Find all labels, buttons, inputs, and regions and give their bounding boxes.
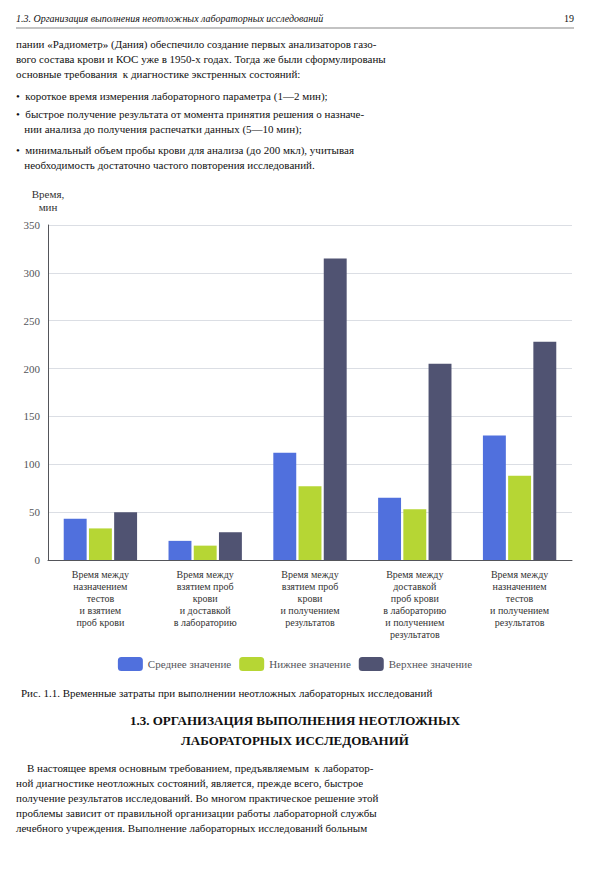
svg-text:Время,: Время, xyxy=(32,188,65,200)
svg-text:100: 100 xyxy=(24,458,41,470)
svg-text:тестов: тестов xyxy=(87,593,115,604)
svg-text:1.3. ОРГАНИЗАЦИЯ ВЫПОЛНЕНИЯ НЕ: 1.3. ОРГАНИЗАЦИЯ ВЫПОЛНЕНИЯ НЕОТЛОЖНЫХ xyxy=(130,713,461,728)
svg-text:Среднее значение: Среднее значение xyxy=(148,658,231,670)
svg-text:19: 19 xyxy=(564,13,574,24)
svg-text:назначением: назначением xyxy=(73,581,128,592)
svg-text:Верхнее значение: Верхнее значение xyxy=(389,658,472,670)
svg-text:• минимальный объем пробы кро: • минимальный объем пробы крови для анал… xyxy=(16,144,354,157)
svg-text:доставкой: доставкой xyxy=(393,581,437,592)
svg-text:Время между: Время между xyxy=(386,569,443,580)
svg-text:в лабораторию: в лабораторию xyxy=(383,605,447,616)
svg-text:350: 350 xyxy=(24,219,41,231)
svg-text:пании «Радиометр» (Дания) обес: пании «Радиометр» (Дания) обеспечило соз… xyxy=(16,38,377,51)
svg-text:Время между: Время между xyxy=(281,569,338,580)
svg-text:1.3. Организация выполнения не: 1.3. Организация выполнения неотложных л… xyxy=(16,13,323,24)
svg-text:результатов: результатов xyxy=(495,617,545,628)
svg-text:проб крови: проб крови xyxy=(391,593,440,604)
svg-text:Время между: Время между xyxy=(72,569,129,580)
svg-text:Рис. 1.1. Временные затраты пр: Рис. 1.1. Временные затраты при выполнен… xyxy=(21,687,432,699)
svg-text:ной диагностике неотложных сос: ной диагностике неотложных состояний, яв… xyxy=(16,777,363,789)
svg-text:проблемы зависит от правильной: проблемы зависит от правильной организац… xyxy=(16,807,377,819)
svg-text:назначением: назначением xyxy=(493,581,548,592)
svg-text:0: 0 xyxy=(35,554,41,566)
svg-text:300: 300 xyxy=(24,267,41,279)
svg-text:крови: крови xyxy=(193,593,219,604)
svg-text:результатов: результатов xyxy=(285,617,335,628)
svg-text:50: 50 xyxy=(29,506,41,518)
svg-text:взятием проб: взятием проб xyxy=(282,581,339,592)
svg-text:250: 250 xyxy=(24,315,41,327)
svg-text:150: 150 xyxy=(24,410,41,422)
svg-text:Время между: Время между xyxy=(177,569,234,580)
svg-text:и взятием: и взятием xyxy=(80,605,122,616)
svg-text:взятием проб: взятием проб xyxy=(177,581,234,592)
svg-text:нии анализа до получения распе: нии анализа до получения распечатки данн… xyxy=(16,123,302,136)
svg-text:основные требования к диагнос: основные требования к диагностике экстре… xyxy=(16,68,300,80)
svg-text:вого состава крови и КОС уже в: вого состава крови и КОС уже в 1950-х го… xyxy=(16,53,386,65)
svg-text:и получением: и получением xyxy=(281,605,341,616)
svg-text:получение результатов исследов: получение результатов исследований. Во м… xyxy=(16,792,378,804)
svg-text:В настоящее время основным тре: В настоящее время основным требованием, … xyxy=(16,762,374,774)
svg-text:и получением: и получением xyxy=(385,617,445,628)
svg-text:лечебного учреждения. Выполнен: лечебного учреждения. Выполнение лаборат… xyxy=(16,822,367,834)
svg-text:в лабораторию: в лабораторию xyxy=(174,617,238,628)
svg-text:• быстрое получение результат: • быстрое получение результата от момент… xyxy=(16,108,364,120)
svg-text:200: 200 xyxy=(24,363,41,375)
svg-text:Нижнее значение: Нижнее значение xyxy=(269,658,351,670)
svg-text:Время между: Время между xyxy=(491,569,548,580)
svg-text:• короткое время измерения ла: • короткое время измерения лабораторного… xyxy=(16,90,328,103)
svg-text:тестов: тестов xyxy=(506,593,534,604)
svg-text:и получением: и получением xyxy=(490,605,550,616)
svg-text:необходимость достаточно часто: необходимость достаточно частого повторе… xyxy=(16,159,315,171)
svg-text:проб крови: проб крови xyxy=(76,617,125,628)
svg-text:результатов: результатов xyxy=(390,629,440,640)
svg-text:ЛАБОРАТОРНЫХ ИССЛЕДОВАНИЙ: ЛАБОРАТОРНЫХ ИССЛЕДОВАНИЙ xyxy=(181,733,409,748)
svg-text:мин: мин xyxy=(39,201,58,213)
svg-text:крови: крови xyxy=(298,593,324,604)
svg-text:и доставкой: и доставкой xyxy=(180,605,232,616)
